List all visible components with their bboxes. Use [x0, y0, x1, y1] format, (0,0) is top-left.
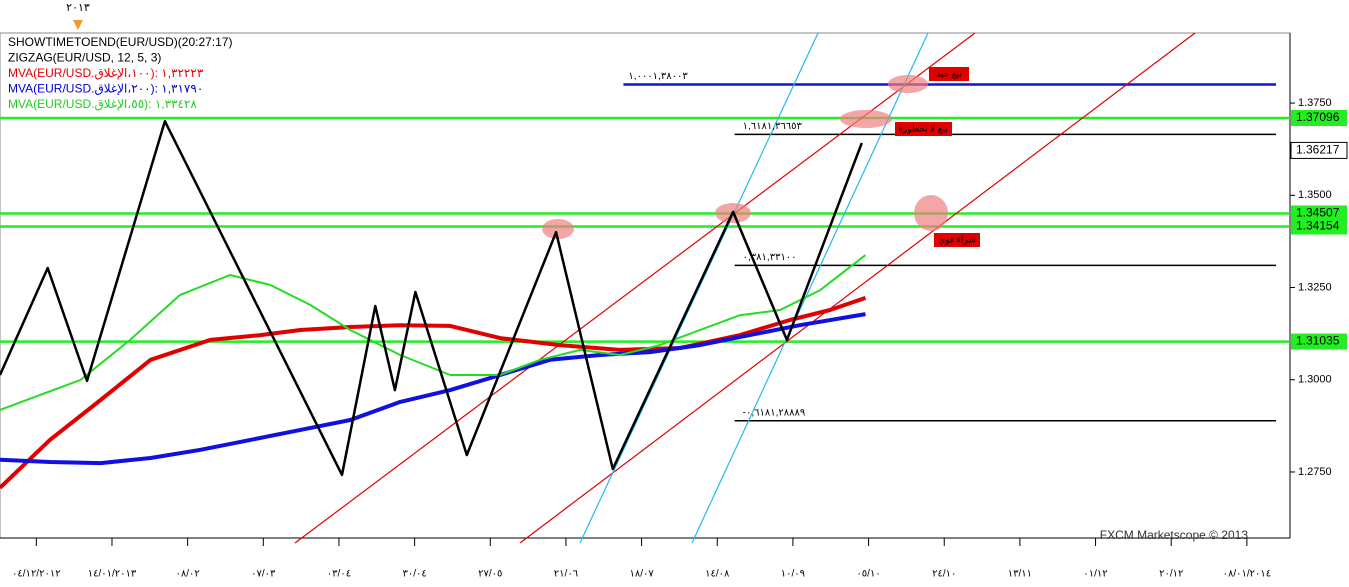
series-line [0, 119, 863, 477]
level-value-label: 1.34507 [1296, 206, 1340, 220]
highlight [840, 110, 892, 128]
legend-entry: MVA(EUR/USD.٥٥،الإغلاق): ١,٣٣٤٢٨ [8, 97, 197, 111]
period-marker [73, 20, 83, 30]
trend-line [579, 32, 819, 544]
level-value-box [1291, 218, 1347, 235]
series-line [0, 254, 867, 411]
x-tick-label: ٠١/١٢ [1083, 569, 1107, 580]
annotation-box [934, 233, 980, 247]
annotation: بيع جيد [936, 68, 962, 78]
x-tick-label: ٢٧/٠٥ [478, 569, 502, 580]
x-tick-label: ٠٨/٠١/٢٠١٤ [1223, 569, 1272, 580]
annotation-box [929, 67, 969, 81]
x-tick-label: ٠٨/٠٢ [176, 569, 200, 580]
series-line [0, 312, 866, 466]
x-tick-label: ٣٠/٠٤ [402, 569, 426, 580]
y-tick-label: 1.3250 [1298, 281, 1332, 293]
top-label: ٢٠١٣ [66, 2, 90, 14]
level-value-label: 1.37096 [1296, 110, 1340, 124]
annotation: شراء قوي [938, 234, 976, 244]
highlights [542, 75, 948, 239]
level-value-box [1291, 333, 1347, 350]
legend-entry: SHOWTIMETOEND(EUR/USD)(20:27:17) [8, 35, 232, 49]
level-label: ٠,٣٨١,٣٣١٠٠ [743, 252, 797, 263]
current-price-box [1290, 141, 1348, 159]
legend-entry: MVA(EUR/USD.٢٠٠،الإغلاق): ١,٣١٧٩٠ [8, 82, 203, 96]
channel-line [519, 32, 1196, 544]
legend-entry: MVA(EUR/USD.١٠٠،الإغلاق): ١,٣٢٢٢٣ [8, 66, 204, 80]
highlight [542, 219, 574, 239]
x-tick-label: ١٠/٠٩ [781, 569, 805, 580]
level-value-label: 1.34154 [1296, 219, 1340, 233]
x-tick-label: ١٤/٠١/٢٠١٣ [88, 569, 137, 580]
y-tick-label: 1.3750 [1298, 97, 1332, 109]
annotation-box [895, 122, 952, 136]
watermark: FXCM Marketscope © 2013 [1100, 528, 1249, 542]
x-tick-label: ٢٤/١٠ [932, 569, 956, 580]
annotation: بيع لا بخطورة [898, 123, 948, 133]
highlight [914, 195, 948, 231]
annotation-boxes: بيع جيد بيع لا بخطورة شراء قوي [895, 67, 980, 247]
highlight [888, 75, 928, 93]
x-tick-label: ٠٧/٠٣ [251, 569, 276, 580]
level-label: ١,٠٠٠١,٣٨٠٠٣ [628, 71, 688, 82]
current-price-label: 1.36217 [1296, 143, 1340, 157]
level-value-box [1291, 205, 1347, 222]
level-value-box [1291, 109, 1347, 126]
x-tick-label: ٢١/٠٦ [554, 569, 578, 580]
level-value-label: 1.31035 [1296, 334, 1340, 348]
legend-entry: ZIGZAG(EUR/USD, 12, 5, 3) [8, 51, 161, 65]
x-tick-label: ٠٣/٠٤ [327, 569, 351, 580]
y-tick-label: 1.2750 [1298, 466, 1332, 478]
level-label: ١,٦١٨١,٣٦٦٥٣ [743, 121, 803, 132]
y-tick-label: 1.3500 [1298, 189, 1332, 201]
x-tick-label: ١٤/٠٨ [705, 569, 730, 580]
x-tick-label: ١٣/١١ [1008, 569, 1032, 580]
x-tick-label: ٠٥/١٠ [856, 569, 880, 580]
x-tick-label: ٠٤/١٢/٢٠١٢ [12, 569, 61, 580]
y-tick-label: 1.3000 [1298, 374, 1332, 386]
x-tick-label: ٢٠/١٢ [1159, 569, 1183, 580]
x-tick-label: ١٨/٠٧ [629, 569, 654, 580]
level-label: -٠,٦١٨١,٢٨٨٨٩ [743, 407, 806, 418]
